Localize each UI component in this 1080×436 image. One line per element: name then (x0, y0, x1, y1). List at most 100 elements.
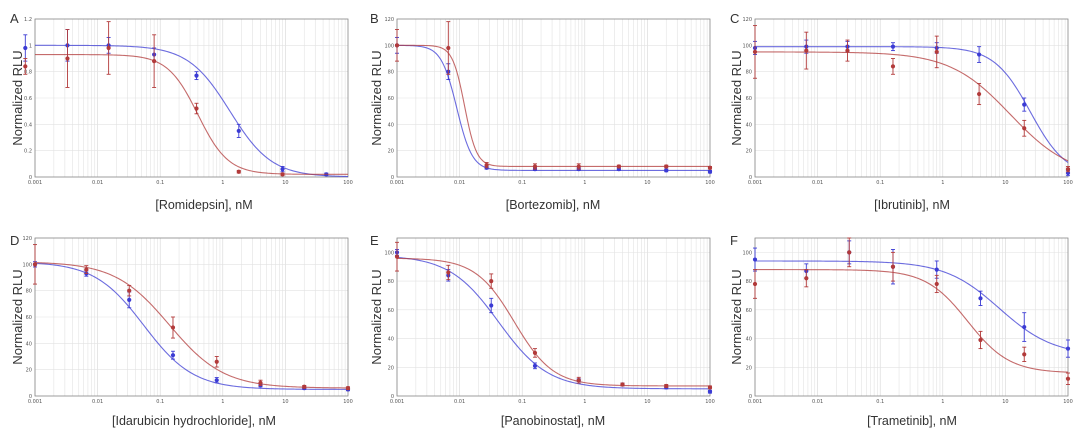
y-tick-label: 60 (746, 96, 752, 102)
y-tick-label: 100 (742, 43, 752, 49)
data-point (194, 106, 199, 111)
data-point (489, 278, 494, 284)
data-point (616, 164, 621, 169)
y-tick-label: 80 (746, 70, 752, 76)
data-point (847, 250, 852, 255)
data-point (32, 262, 38, 267)
x-tick-label: 10 (282, 180, 288, 186)
panel-label: B (370, 11, 379, 26)
data-point (394, 43, 400, 48)
y-tick-label: 0.6 (24, 96, 32, 102)
y-tick-label: 40 (746, 337, 752, 343)
y-tick-label: 80 (746, 279, 752, 285)
panel-label: F (730, 233, 738, 248)
data-point (446, 45, 451, 51)
x-tick-label: 1 (583, 180, 586, 186)
panel-label: A (10, 11, 19, 26)
data-point (1022, 324, 1027, 330)
fit-curve (397, 44, 710, 168)
data-point (976, 52, 982, 57)
y-tick-label: 120 (384, 17, 394, 23)
y-tick-label: 0 (749, 175, 752, 181)
y-tick-label: 20 (746, 365, 752, 371)
y-axis-title: Normalized RLU (369, 50, 384, 145)
x-tick-label: 0.001 (390, 399, 404, 405)
x-tick-label: 0.01 (454, 180, 465, 186)
y-axis-title: Normalized RLU (10, 50, 25, 145)
data-point (484, 163, 489, 168)
data-point (532, 164, 538, 169)
x-tick-label: 0.1 (518, 180, 526, 186)
x-axis-title: [Idarubicin hydrochloride], nM (112, 414, 276, 428)
panel-label: E (370, 233, 379, 248)
data-point (890, 264, 896, 269)
y-tick-label: 0 (749, 394, 752, 400)
data-point (664, 383, 669, 389)
data-point (152, 59, 157, 64)
y-tick-label: 20 (746, 149, 752, 155)
y-tick-label: 120 (742, 17, 752, 23)
data-point (934, 49, 939, 55)
y-axis-title: Normalized RLU (729, 50, 744, 145)
y-axis-title: Normalized RLU (729, 269, 744, 364)
data-point (170, 325, 176, 330)
x-tick-label: 10 (1002, 399, 1008, 405)
data-point (978, 337, 983, 343)
x-tick-label: 0.01 (812, 180, 823, 186)
data-point (236, 128, 241, 134)
fit-curve (396, 257, 710, 387)
x-tick-label: 100 (343, 180, 353, 186)
data-point (23, 64, 28, 69)
data-point (1022, 102, 1027, 107)
panel-label: C (730, 11, 739, 26)
data-point (752, 281, 758, 287)
x-axis-title: [Ibrutinib], nM (874, 198, 950, 212)
data-point (23, 45, 28, 51)
data-point (106, 45, 111, 51)
data-point (532, 363, 538, 368)
data-point (664, 164, 669, 169)
y-tick-label: 40 (388, 337, 394, 343)
y-tick-label: 60 (746, 308, 752, 314)
x-tick-label: 0.1 (156, 399, 164, 405)
x-tick-label: 1 (941, 180, 944, 186)
plot-background (397, 238, 710, 396)
data-point (845, 48, 850, 53)
data-point (976, 91, 982, 97)
x-tick-label: 0.1 (156, 180, 164, 186)
y-tick-label: 100 (384, 250, 394, 256)
x-tick-label: 1 (221, 180, 224, 186)
y-tick-label: 0 (391, 394, 394, 400)
chart-panel-f: 0.001 0.01 0.1 1 10 100 0 20 40 60 80 100 F Normalize… (729, 233, 1073, 428)
data-point (280, 172, 285, 177)
y-tick-label: 1 (29, 43, 32, 49)
x-tick-label: 0.001 (390, 180, 404, 186)
y-axis-title: Normalized RLU (10, 269, 25, 364)
plot-frame (396, 18, 711, 178)
x-tick-label: 0.01 (92, 180, 103, 186)
x-tick-label: 1 (583, 399, 586, 405)
data-point (934, 267, 939, 272)
fit-curve (755, 260, 1069, 350)
y-tick-label: 0.8 (24, 70, 32, 76)
x-tick-label: 1 (941, 399, 944, 405)
y-axis-title: Normalized RLU (369, 269, 384, 364)
x-tick-label: 100 (1063, 399, 1073, 405)
y-tick-label: 0 (391, 175, 394, 181)
plot-frame (396, 237, 711, 397)
data-point (280, 167, 285, 172)
x-tick-label: 100 (705, 399, 715, 405)
data-point (707, 165, 713, 170)
y-tick-label: 100 (742, 250, 752, 256)
data-point (804, 276, 809, 281)
data-point (890, 44, 896, 49)
plot-frame (34, 237, 349, 397)
chart-panel-a: 0.001 0.01 0.1 1 10 100 0 0.2 0.4 0.6 0.8 1 1.2 A Norm… (10, 11, 353, 212)
x-tick-label: 0.1 (518, 399, 526, 405)
data-point (890, 64, 896, 69)
x-tick-label: 100 (1063, 180, 1073, 186)
series-red (752, 25, 1071, 173)
y-tick-label: 100 (384, 43, 394, 49)
data-point (620, 382, 625, 387)
